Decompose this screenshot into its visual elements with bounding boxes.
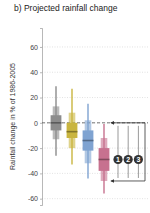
grid-line <box>42 198 148 199</box>
y-tick: -60 <box>28 195 42 202</box>
grid <box>42 47 148 199</box>
y-tick: -40 <box>28 170 42 177</box>
y-tick-mark <box>40 148 42 149</box>
y-tick-mark <box>40 173 42 174</box>
y-axis-line <box>40 29 43 206</box>
chart: b) Projected rainfall change -60 -40 -20 0 20… <box>0 0 150 213</box>
y-tick-mark <box>40 72 42 73</box>
box <box>67 89 78 165</box>
annotation-label: 1 <box>116 156 120 163</box>
inner-box <box>99 148 110 171</box>
annotation-arrow <box>111 122 145 123</box>
y-tick-label: 0 <box>34 120 38 127</box>
inner-box <box>83 130 94 150</box>
y-tick: 60 <box>30 44 42 51</box>
y-tick: -20 <box>28 145 42 152</box>
inner-box <box>51 115 62 130</box>
annotation-arrow <box>111 180 145 181</box>
grid-line <box>42 97 148 98</box>
y-tick: 20 <box>30 94 42 101</box>
title: b) Projected rainfall change <box>14 3 118 13</box>
plot-area <box>42 86 148 193</box>
y-tick-label: -60 <box>28 195 38 202</box>
y-tick: 0 <box>34 120 42 127</box>
grid-line <box>42 148 148 149</box>
y-tick-label: 40 <box>30 69 38 76</box>
y-axis-title: Rainfall change in % of 1986-2005 <box>9 63 17 170</box>
annotation-label: 2 <box>126 156 130 163</box>
y-tick-label: -20 <box>28 145 38 152</box>
annotation-badge <box>124 155 133 164</box>
y-tick-mark <box>40 98 42 99</box>
median <box>51 122 62 124</box>
annotation-bracket <box>138 126 139 178</box>
inner-box <box>67 123 78 138</box>
grid-line <box>42 122 148 123</box>
y-tick-mark <box>40 199 42 200</box>
annotation-badge <box>113 155 122 164</box>
annotation-bracket <box>145 123 146 181</box>
annotation-bracket <box>118 126 119 178</box>
box <box>99 124 110 194</box>
median <box>83 140 94 142</box>
box <box>51 86 62 156</box>
grid-line <box>42 46 148 47</box>
grid-line <box>42 72 148 73</box>
grid-line <box>42 173 148 174</box>
annotation-label: 3 <box>136 156 140 163</box>
reference-line <box>42 122 148 123</box>
y-tick-label: -40 <box>28 170 38 177</box>
y-tick-mark <box>40 47 42 48</box>
y-tick: 40 <box>30 69 42 76</box>
median <box>99 159 110 161</box>
y-tick-mark <box>40 123 42 124</box>
y-tick-label: 60 <box>30 44 38 51</box>
median <box>67 131 78 133</box>
annotation-bracket <box>128 126 129 178</box>
y-axis: -60 -40 -20 0 20 40 60 <box>28 29 43 206</box>
box <box>83 104 94 179</box>
annotation: 123 <box>111 123 145 181</box>
y-tick-label: 20 <box>30 94 38 101</box>
annotation-badge <box>134 155 143 164</box>
